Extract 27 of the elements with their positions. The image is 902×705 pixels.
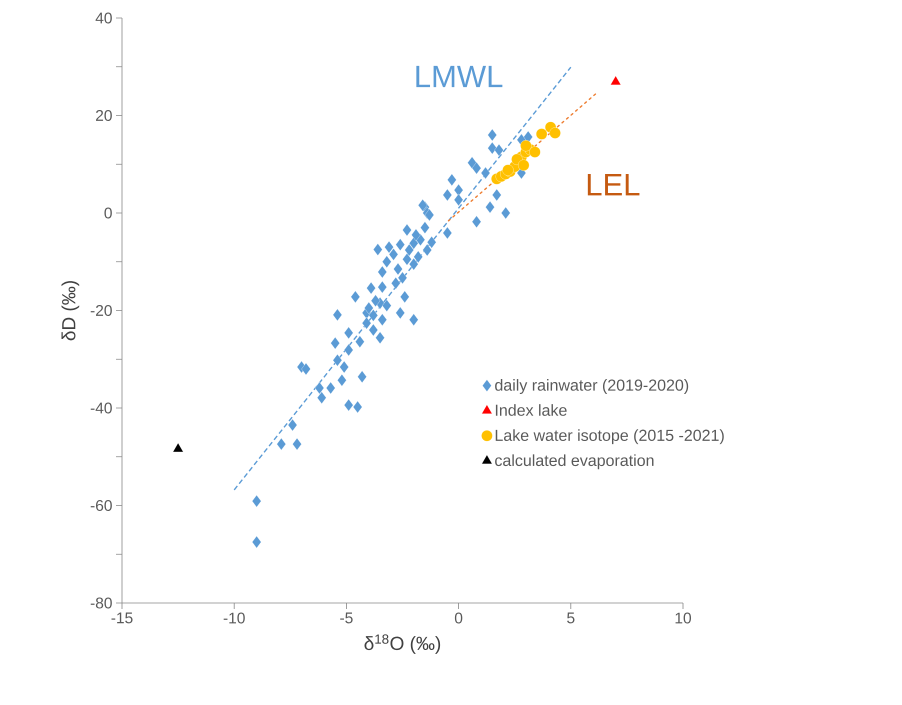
x-tick-label: 10 — [676, 612, 692, 624]
x-tick-label: 0 — [454, 612, 462, 624]
x-tick-label: -5 — [340, 612, 353, 624]
point — [529, 146, 541, 158]
x-axis-title: δ$^{18}$O (‰) — [364, 634, 440, 654]
point — [549, 127, 561, 139]
x-tick-label: -10 — [224, 612, 245, 624]
y-tick-label: -40 — [90, 402, 112, 414]
y-tick-label: 0 — [104, 208, 112, 218]
point — [502, 164, 514, 176]
annotation: LEL — [588, 174, 640, 196]
y-tick-label: 40 — [96, 12, 112, 24]
legend-label: Index lake — [496, 404, 567, 416]
y-tick-label: -20 — [90, 305, 112, 316]
annotation: LMWL — [416, 66, 502, 88]
y-tick-label: -60 — [90, 500, 112, 511]
x-tick-label: 5 — [567, 612, 574, 624]
point — [518, 160, 530, 171]
legend-label: calculated evaporation — [495, 454, 654, 470]
point — [536, 128, 548, 140]
legend-label: daily rainwater (2019-2020) — [495, 379, 688, 394]
legend-label: Lake water isotope (2015 -2021) — [496, 429, 724, 444]
y-tick-label: 20 — [96, 110, 112, 121]
y-tick-label: -80 — [90, 598, 112, 608]
y-axis-title: δD (‰) — [61, 281, 80, 340]
x-tick-label: -15 — [111, 612, 133, 624]
point — [172, 442, 184, 452]
